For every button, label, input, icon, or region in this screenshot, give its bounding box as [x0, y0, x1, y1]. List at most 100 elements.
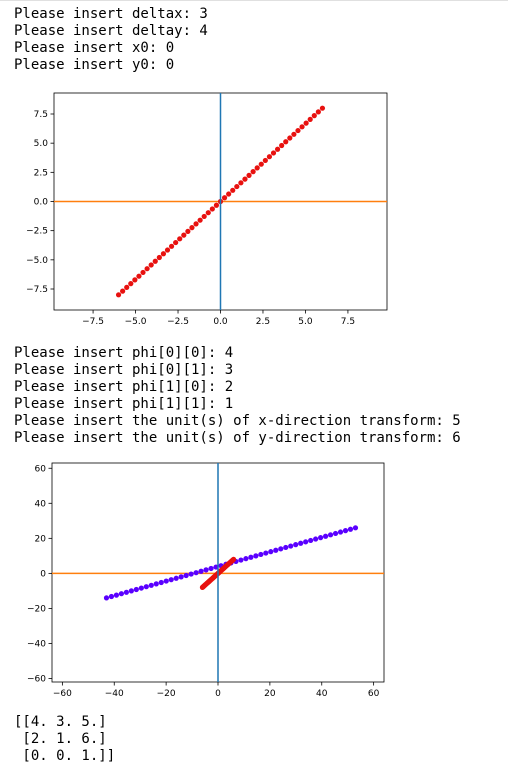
output-line: Please insert deltax: 3	[14, 6, 208, 22]
output-line: Please insert phi[1][0]: 2	[14, 379, 234, 395]
x-tick-label: −2.5	[167, 317, 189, 327]
data-point	[163, 578, 169, 584]
output-line: Please insert phi[0][0]: 4	[14, 345, 234, 361]
data-point	[242, 176, 248, 182]
data-point	[303, 120, 309, 126]
data-point	[152, 258, 158, 264]
x-tick-label: −7.5	[82, 317, 104, 327]
data-point	[270, 150, 277, 156]
data-point	[158, 579, 164, 586]
data-point	[178, 574, 184, 580]
data-point	[299, 124, 305, 130]
data-point	[115, 292, 122, 298]
matrix-output: [[4. 3. 5.] [2. 1. 6.] [0. 0. 1.]]	[14, 714, 115, 765]
y-tick-label: −20	[27, 604, 46, 614]
data-point	[144, 266, 150, 272]
data-point	[221, 195, 228, 201]
data-point	[148, 262, 154, 268]
data-point	[298, 540, 304, 546]
data-point	[133, 586, 139, 593]
x-tick-label: −60	[53, 689, 72, 699]
data-point	[153, 581, 159, 587]
data-point	[303, 539, 309, 545]
data-point	[274, 146, 281, 152]
data-point	[138, 585, 144, 591]
data-point	[295, 127, 301, 134]
data-point	[120, 288, 126, 294]
data-point	[123, 589, 129, 595]
data-point	[140, 269, 146, 276]
data-point	[173, 239, 179, 246]
data-point	[258, 551, 264, 558]
output-line: Please insert y0: 0	[14, 57, 175, 73]
data-point	[128, 588, 134, 594]
data-point	[118, 591, 125, 597]
data-point	[209, 206, 215, 212]
data-point	[347, 526, 354, 532]
x-tick-label: 0	[215, 689, 221, 699]
data-point	[238, 180, 244, 186]
data-point	[148, 582, 154, 588]
data-point	[273, 547, 279, 553]
input-prompts-output: Please insert deltax: 3 Please insert del…	[14, 6, 208, 74]
data-point	[266, 154, 273, 160]
y-tick-label: −7.5	[26, 285, 48, 295]
y-tick-label: −5.0	[26, 256, 48, 266]
data-point	[268, 549, 274, 555]
data-point	[254, 165, 260, 171]
y-tick-label: 0.0	[34, 198, 49, 208]
data-point	[293, 542, 299, 548]
data-point	[318, 535, 324, 541]
data-point	[183, 572, 189, 579]
matrix-row: [0. 0. 1.]]	[14, 748, 116, 764]
data-point	[208, 565, 214, 572]
data-point	[168, 243, 175, 249]
data-point	[238, 557, 244, 563]
data-point	[253, 553, 259, 559]
data-point	[307, 116, 313, 122]
data-point	[193, 221, 199, 227]
matrix-row: [[4. 3. 5.]	[14, 714, 107, 730]
data-point	[319, 105, 326, 111]
data-point	[288, 543, 294, 549]
output-line: Please insert phi[0][1]: 3	[14, 362, 234, 378]
y-tick-label: 60	[35, 464, 47, 474]
data-point	[168, 577, 174, 583]
data-point	[132, 277, 138, 283]
data-point	[313, 536, 319, 542]
y-tick-label: 40	[35, 499, 47, 509]
x-tick-label: 40	[316, 689, 328, 699]
data-point	[283, 544, 289, 551]
data-point	[189, 225, 195, 231]
output-line: Please insert x0: 0	[14, 40, 175, 56]
x-tick-label: −20	[157, 689, 176, 699]
output-line: Please insert deltay: 4	[14, 23, 208, 39]
matrix-row: [2. 1. 6.]	[14, 731, 107, 747]
data-point	[250, 169, 256, 175]
data-point	[108, 593, 115, 600]
data-point	[263, 550, 269, 556]
y-tick-label: 5.0	[34, 139, 49, 149]
data-point	[278, 546, 284, 552]
y-tick-label: 7.5	[34, 110, 48, 120]
data-point	[308, 537, 314, 544]
data-point	[327, 532, 334, 538]
y-tick-label: −2.5	[26, 227, 48, 237]
data-point	[352, 525, 359, 531]
data-point	[201, 213, 207, 220]
data-point	[164, 247, 171, 253]
data-point	[185, 228, 191, 234]
data-point	[291, 131, 297, 137]
data-point	[136, 273, 142, 279]
data-point	[315, 109, 321, 115]
output-line: Please insert the unit(s) of y-direction…	[14, 430, 461, 446]
data-point	[103, 595, 110, 601]
x-tick-label: 5.0	[298, 317, 313, 327]
y-tick-label: −40	[27, 639, 46, 649]
x-tick-label: 2.5	[256, 317, 270, 327]
line-plot-original: −7.5 −5.0 −2.5 0.0 2.5 5.0 7.5 7.5 5.0 2.5 0.0 −2.5…	[26, 92, 388, 327]
x-tick-label: 20	[264, 689, 276, 699]
data-point	[332, 530, 339, 537]
line-plot-transformed: −60 −40 −20 0 20 40 60 60 40 20 0 −20 −40 −60	[27, 462, 385, 699]
x-tick-label: 60	[368, 689, 380, 699]
